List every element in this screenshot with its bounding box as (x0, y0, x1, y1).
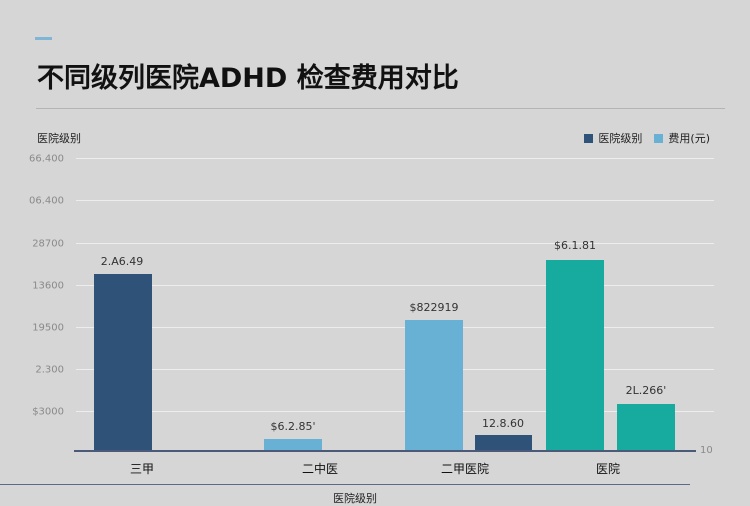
bar-value-label: 12.8.60 (482, 417, 524, 430)
bar-value-label: 2.A6.49 (100, 255, 144, 268)
bar-value-label: $6.1.81 (554, 239, 596, 252)
gridline (76, 243, 714, 244)
bar-value-label: $6.2.85' (270, 420, 316, 433)
gridline (76, 411, 714, 412)
gridline (76, 158, 714, 159)
category-label: 二中医 (301, 462, 339, 476)
legend: 医院级别 费用(元) (584, 130, 710, 146)
y-tick: 28700 (32, 238, 64, 250)
gridline (76, 369, 714, 370)
legend-item-cost: 费用(元) (654, 130, 710, 146)
y-tick: $3000 (32, 406, 64, 418)
bar-erjia-cost[interactable] (405, 320, 463, 450)
x-axis-title: 医院级别 (333, 492, 377, 505)
bar-erzhongyi[interactable] (264, 439, 322, 450)
bar-erjia-level[interactable] (475, 435, 532, 450)
x-axis-title-divider (0, 484, 690, 485)
bar-sanjia[interactable] (94, 274, 152, 450)
gridline (76, 285, 714, 286)
category-label: 三甲 (129, 462, 155, 476)
y-tick: 2.300 (35, 364, 64, 376)
y-tick: 06.400 (29, 195, 64, 207)
bar-value-label: $822919 (409, 301, 459, 314)
gridline (76, 327, 714, 328)
x-axis-baseline (74, 450, 696, 452)
legend-item-hospital-level: 医院级别 (584, 130, 642, 146)
bar-yiyuan-2[interactable] (617, 404, 675, 450)
y-tick: 13600 (32, 280, 64, 292)
right-axis-tick: 10 (700, 445, 713, 456)
legend-swatch-light-blue (654, 133, 664, 143)
y-tick: 19500 (32, 322, 64, 334)
legend-swatch-navy (584, 133, 594, 143)
category-label: 二甲医院 (440, 462, 490, 476)
y-tick: 66.400 (29, 153, 64, 165)
gridline (76, 200, 714, 201)
y-axis-title: 医院级别 (37, 132, 81, 145)
legend-label: 费用(元) (668, 132, 710, 145)
category-label: 医院 (595, 462, 621, 476)
bar-yiyuan-1[interactable] (546, 260, 604, 450)
bar-value-label: 2L.266' (625, 384, 667, 397)
chart-title: 不同级列医院ADHD 检查费用对比 (37, 63, 459, 94)
title-divider (36, 108, 725, 109)
title-accent-bar (35, 37, 52, 40)
legend-label: 医院级别 (598, 132, 643, 145)
